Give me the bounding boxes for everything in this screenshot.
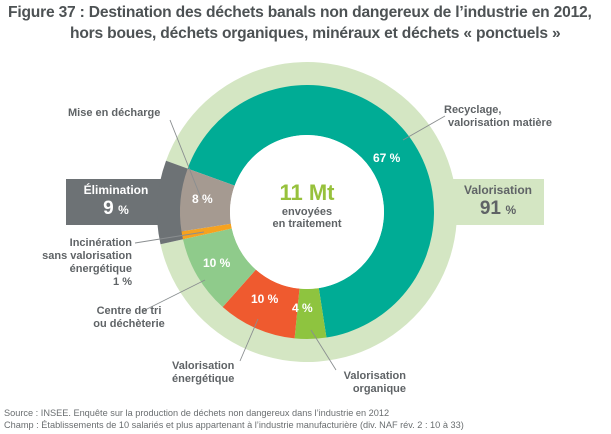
figure-title-line1: Figure 37 : Destination des déchets bana… — [8, 4, 592, 21]
label-recyclage: Recyclage, valorisation matière — [444, 104, 552, 130]
figure-title-line2: hors boues, déchets organiques, minéraux… — [70, 25, 561, 42]
valorisation-value: 91 % — [452, 198, 544, 220]
label-tri-line1: Centre de tri — [96, 305, 162, 317]
inner-slice-2 — [222, 269, 300, 339]
inner-ring — [180, 85, 434, 339]
inner-slice-4 — [181, 223, 232, 240]
donut-hole — [230, 135, 384, 289]
label-incineration-line3: énergétique — [69, 263, 132, 275]
label-decharge: Mise en décharge — [68, 107, 161, 119]
figure-title: Figure 37 : Destination des déchets bana… — [8, 2, 611, 44]
elimination-number: 9 — [103, 198, 114, 219]
label-incineration-line2: sans valorisation — [42, 250, 132, 262]
slice-label-energetique: 10 % — [251, 292, 279, 306]
leader-line-energetique — [239, 318, 259, 362]
label-organique-line1: Valorisation — [343, 370, 406, 382]
valorisation-unit: % — [505, 203, 517, 217]
center-subtitle-line1: envoyées — [281, 206, 333, 218]
label-recyclage-line1: Recyclage, — [444, 104, 502, 116]
footer-scope: Champ : Établissements de 10 salariés et… — [4, 420, 464, 430]
center-subtitle: envoyées en traitement — [255, 206, 359, 230]
inner-slice-5 — [180, 168, 235, 232]
inner-slice-1 — [294, 288, 327, 339]
footer-notes: Source : INSEE. Enquête sur la productio… — [4, 407, 464, 431]
slice-label-organique: 4 % — [292, 301, 313, 315]
elimination-label: Élimination — [83, 183, 149, 197]
elimination-value: 9 % — [66, 198, 166, 220]
slice-label-recyclage: 67 % — [373, 151, 401, 165]
valorisation-number: 91 — [479, 198, 501, 219]
label-energetique-line1: Valorisation — [172, 360, 235, 372]
slice-label-decharge: 8 % — [192, 192, 213, 206]
valorisation-label: Valorisation — [463, 183, 533, 197]
leader-line-decharge — [169, 119, 202, 199]
label-incineration-pct: 1 % — [113, 276, 132, 288]
label-energetique: Valorisation énergétique — [172, 360, 234, 386]
label-tri-line2: ou déchèterie — [93, 318, 165, 330]
label-recyclage-line2: valorisation matière — [448, 117, 552, 129]
inner-slice-0 — [187, 85, 434, 338]
leader-line-incineration — [134, 231, 205, 244]
label-incineration: Incinération sans valorisation énergétiq… — [40, 237, 132, 289]
center-subtitle-line2: en traitement — [272, 218, 342, 230]
leader-lines — [134, 115, 446, 371]
label-organique: Valorisation organique — [322, 370, 406, 396]
leader-line-organique — [310, 329, 337, 371]
center-total: 11 Mt — [279, 180, 335, 205]
elimination-unit: % — [118, 203, 129, 217]
leader-line-recyclage — [402, 115, 446, 141]
slice-label-tri: 10 % — [203, 256, 231, 270]
label-incineration-line1: Incinération — [69, 237, 132, 249]
label-tri: Centre de tri ou déchèterie — [84, 305, 174, 331]
footer-source: Source : INSEE. Enquête sur la productio… — [4, 408, 390, 418]
leader-line-tri — [142, 279, 206, 312]
label-energetique-line2: énergétique — [172, 373, 235, 385]
label-organique-line2: organique — [352, 383, 406, 395]
inner-slice-3 — [182, 228, 256, 307]
